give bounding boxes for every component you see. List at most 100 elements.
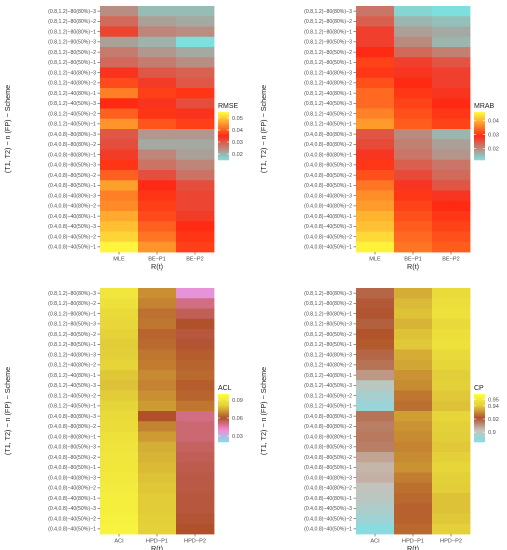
heatmap-cell <box>138 411 177 422</box>
legend-color-step <box>474 433 485 436</box>
legend-color-step <box>218 136 229 138</box>
legend-title: RMSE <box>218 103 239 110</box>
heatmap-cell <box>356 57 395 68</box>
heatmap-panel-3: (0.8,1.2)−80(80%)−3 (0.8,1.2)−80(80%)−2 (0… <box>3 288 243 550</box>
legend-color-step <box>218 156 229 158</box>
heatmap-cell <box>394 221 433 232</box>
heatmap-cell <box>432 370 471 381</box>
legend-color-step <box>474 404 485 407</box>
y-tick-label: (0.4,0.8)−80(80%)−1 <box>304 434 352 440</box>
legend-color-step <box>474 131 485 133</box>
legend-color-step <box>474 434 485 437</box>
heatmap-cell <box>138 359 177 371</box>
heatmap-cell <box>356 462 395 473</box>
heatmap-cell <box>356 390 395 402</box>
heatmap-cell <box>394 503 433 514</box>
legend-color-step <box>474 143 485 145</box>
y-tick-label: (0.4,0.8)−80(80%)−3 <box>48 132 96 138</box>
legend-color-step <box>218 113 229 115</box>
legend-color-step <box>474 119 485 121</box>
heatmap-cell <box>432 170 471 181</box>
y-tick-label: (0.4,0.8)−40(80%)−2 <box>304 204 352 210</box>
legend-tick-label: 0.92 <box>488 417 499 423</box>
legend-tick-label: 0.09 <box>232 398 243 404</box>
heatmap-cell <box>176 77 215 89</box>
legend-color-step <box>218 396 229 398</box>
legend-color-step <box>218 407 229 409</box>
heatmap-cell <box>176 523 215 535</box>
heatmap-cell <box>100 108 139 120</box>
x-tick-label: MLE <box>369 257 381 263</box>
y-tick-label: (0.8,1.2)−40(80%)−1 <box>304 91 352 97</box>
legend-color-step <box>474 152 485 155</box>
heatmap-cell <box>432 118 471 130</box>
y-tick-label: (0.8,1.2)−80(80%)−1 <box>304 311 352 317</box>
legend-color-step <box>474 142 485 144</box>
heatmap-cell <box>100 231 139 243</box>
legend-color-step <box>474 112 485 114</box>
heatmap-cell <box>100 390 139 402</box>
legend-color-step <box>474 408 485 410</box>
legend-color-step <box>474 132 485 134</box>
heatmap-cell <box>394 36 433 48</box>
legend-color-step <box>474 432 485 434</box>
y-tick-label: (0.8,1.2)−40(50%)−2 <box>304 111 352 117</box>
heatmap-cell <box>138 190 177 202</box>
legend-color-step <box>474 138 485 140</box>
legend-color-step <box>474 418 485 420</box>
heatmap-cell <box>394 139 433 150</box>
heatmap-cell <box>138 400 177 412</box>
y-tick-label: (0.4,0.8)−80(50%)−3 <box>304 163 352 169</box>
legend-color-step <box>474 146 485 149</box>
legend-color-step <box>218 139 229 142</box>
y-tick-label: (0.4,0.8)−40(80%)−2 <box>48 486 96 492</box>
legend-color-step <box>218 431 229 433</box>
heatmap-cell <box>432 441 471 453</box>
legend-color-step <box>474 121 485 124</box>
heatmap-cell <box>394 98 433 109</box>
legend-color-step <box>474 125 485 127</box>
legend-tick-label: 0.03 <box>232 434 243 440</box>
heatmap-cell <box>356 139 395 150</box>
legend-tick-label: 0.04 <box>488 118 499 124</box>
legend-color-step <box>218 403 229 406</box>
heatmap-cell <box>138 523 177 535</box>
legend-color-step <box>218 400 229 402</box>
heatmap-cell <box>394 108 433 120</box>
legend-color-step <box>218 422 229 425</box>
heatmap-cell <box>176 513 215 525</box>
heatmap-cell <box>394 241 433 253</box>
heatmap-cell <box>432 359 471 371</box>
legend-color-step <box>218 398 229 401</box>
heatmap-cell <box>138 221 177 232</box>
y-tick-label: (0.8,1.2)−80(80%)−3 <box>48 291 96 297</box>
heatmap-cell <box>432 200 471 212</box>
heatmap-cell <box>432 16 471 27</box>
heatmap-cell <box>394 452 433 463</box>
legend-color-step <box>474 114 485 116</box>
heatmap-cell <box>394 88 433 99</box>
heatmap-cell <box>176 318 215 330</box>
y-tick-label: (0.4,0.8)−80(50%)−1 <box>304 183 352 189</box>
heatmap-cell <box>394 431 433 443</box>
heatmap-cell <box>100 339 139 350</box>
heatmap-cell <box>138 308 177 320</box>
heatmap-cell <box>176 359 215 371</box>
legend-color-step <box>474 395 485 397</box>
heatmap-cell <box>432 523 471 535</box>
y-tick-label: (0.8,1.2)−40(50%)−2 <box>48 393 96 399</box>
x-axis-title: R(t) <box>407 544 419 550</box>
legend-tick-label: 0.03 <box>488 133 499 139</box>
y-tick-label: (0.8,1.2)−80(50%)−1 <box>304 342 352 348</box>
legend-color-step <box>474 113 485 115</box>
heatmap-cell <box>138 349 177 361</box>
y-tick-label: (0.4,0.8)−80(80%)−2 <box>48 142 96 148</box>
heatmap-cell <box>356 329 395 340</box>
y-tick-label: (0.4,0.8)−40(50%)−1 <box>304 245 352 251</box>
legend-color-step <box>474 120 485 122</box>
heatmap-cell <box>394 339 433 350</box>
heatmap-cell <box>356 513 395 525</box>
y-tick-label: (0.8,1.2)−40(80%)−3 <box>48 352 96 358</box>
heatmap-cell <box>100 421 139 432</box>
heatmap-cell <box>356 288 395 299</box>
